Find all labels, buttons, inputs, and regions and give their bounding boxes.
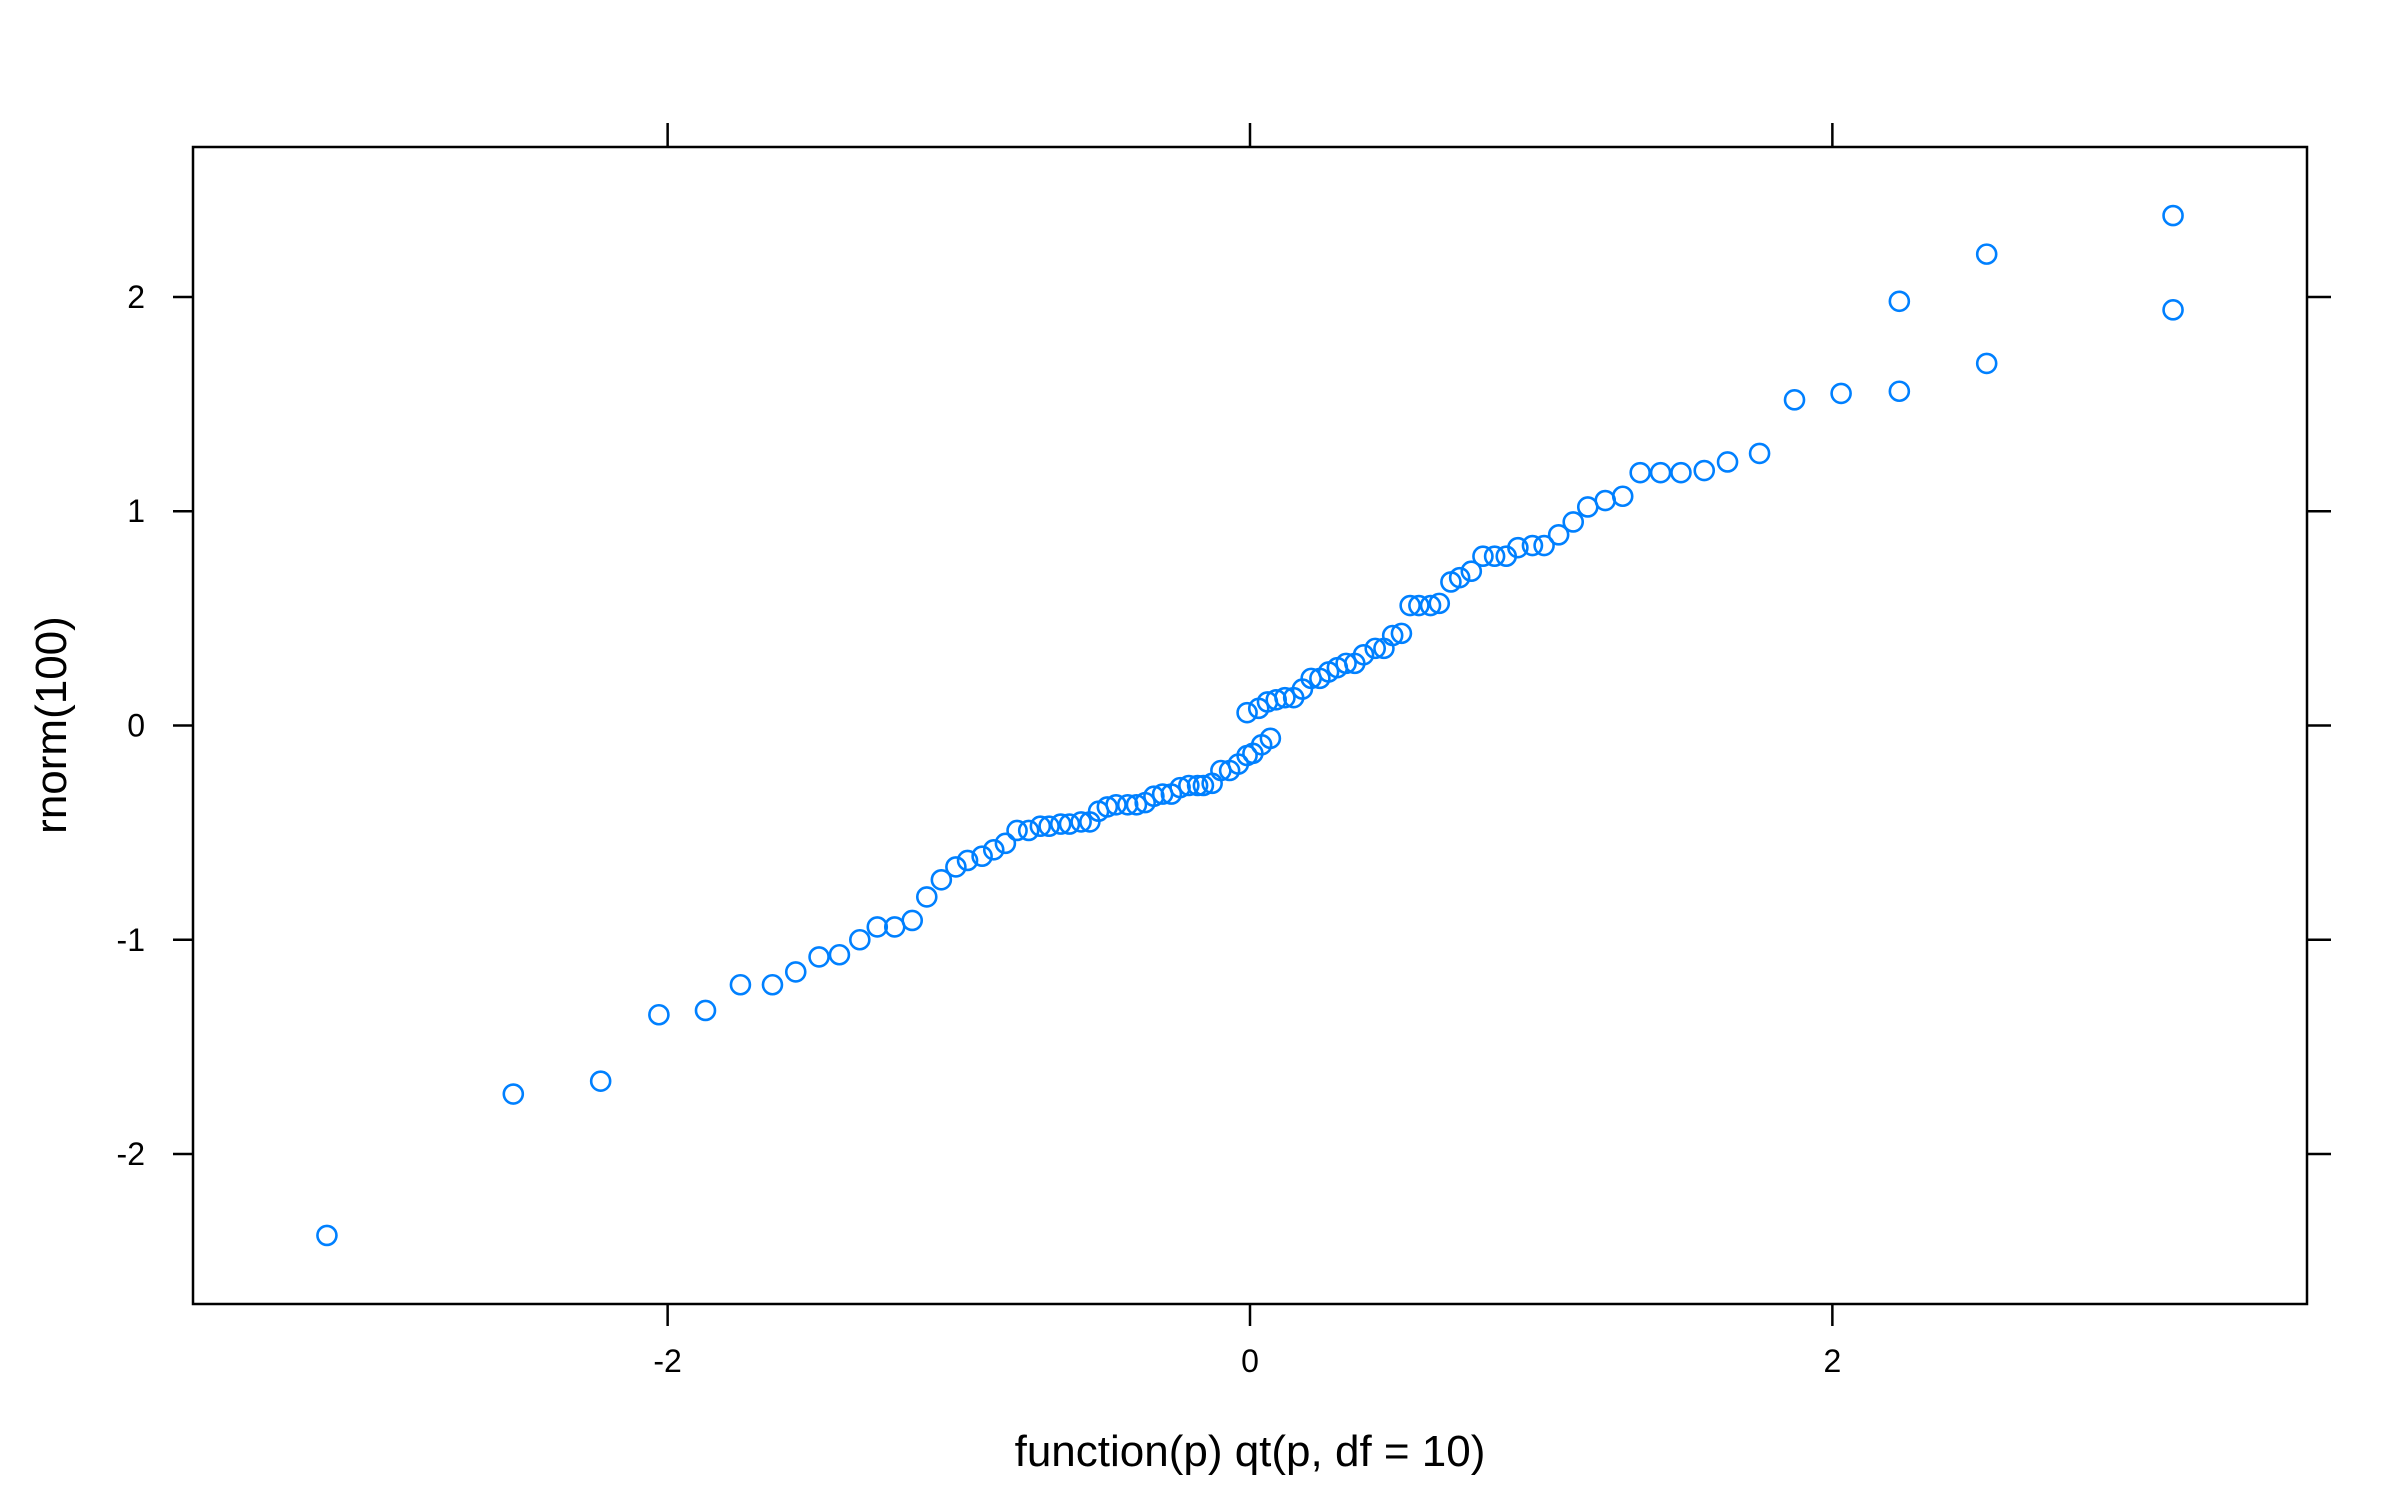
data-point (1830, 382, 1852, 405)
data-point (1006, 819, 1028, 842)
data-point (1748, 442, 1771, 465)
data-point (1594, 489, 1617, 512)
data-point (1562, 511, 1585, 533)
x-axis-title: function(p) qt(p, df = 10) (1015, 1427, 1486, 1476)
data-point (589, 1070, 612, 1092)
data-point (1335, 652, 1357, 675)
y-tick-label: -2 (117, 1136, 145, 1172)
y-axis-title: rnorm(100) (27, 616, 76, 834)
data-point (1533, 534, 1555, 557)
data-point (1105, 793, 1127, 816)
data-point (1274, 686, 1296, 709)
data-point (1649, 461, 1672, 484)
data-point (1390, 622, 1413, 645)
data-point (1428, 592, 1451, 615)
data-points (316, 204, 2184, 1247)
data-point (901, 909, 924, 932)
data-point (1259, 727, 1282, 750)
x-axis: -2 0 2 (653, 123, 1841, 1379)
y-tick-label: 2 (127, 279, 145, 315)
plot-frame (191, 145, 2309, 1306)
data-point (1448, 566, 1471, 589)
data-point (982, 838, 1005, 861)
data-point (971, 845, 993, 867)
y-axis: -2 -1 0 1 2 (117, 279, 2331, 1172)
data-point (1975, 352, 1998, 375)
data-point (1399, 594, 1421, 617)
y-tick-label: 1 (127, 493, 145, 529)
data-point (784, 961, 807, 983)
data-point (502, 1083, 525, 1105)
data-point (2162, 299, 2184, 321)
data-point (1408, 594, 1430, 617)
data-point (694, 999, 717, 1022)
data-point (1521, 534, 1544, 557)
data-point (1419, 594, 1442, 617)
data-point (729, 973, 752, 996)
y-tick-label: 0 (127, 708, 145, 744)
data-point (1460, 560, 1483, 583)
data-point (883, 916, 906, 938)
data-point (945, 856, 967, 878)
data-point (1547, 524, 1570, 546)
data-point (1029, 815, 1052, 838)
data-point (808, 946, 830, 968)
data-point (1058, 813, 1081, 835)
data-point (1783, 389, 1806, 411)
data-point (1178, 774, 1200, 797)
data-point (648, 1003, 670, 1026)
data-point (1352, 643, 1375, 666)
data-point (1888, 290, 1911, 313)
data-point (1017, 819, 1040, 842)
data-point (1070, 811, 1092, 833)
data-point (1670, 461, 1692, 484)
data-point (866, 916, 889, 938)
data-point (1888, 380, 1911, 403)
data-point (1611, 485, 1634, 508)
data-point (1049, 813, 1072, 835)
x-tick-label: 0 (1241, 1343, 1259, 1379)
data-point (930, 868, 953, 891)
data-point (1125, 793, 1148, 816)
y-tick-label: -1 (117, 922, 145, 958)
data-point (1364, 637, 1387, 660)
data-point (1472, 545, 1494, 568)
data-point (828, 943, 851, 966)
data-point (1576, 496, 1599, 518)
data-point (1192, 774, 1215, 797)
data-point (915, 886, 938, 908)
x-tick-label: 2 (1823, 1343, 1841, 1379)
data-point (1507, 536, 1529, 559)
data-point (1693, 459, 1716, 482)
data-point (1975, 243, 1998, 265)
data-point (1038, 815, 1060, 838)
data-point (761, 973, 784, 996)
data-point (994, 832, 1017, 855)
x-tick-label: -2 (653, 1343, 681, 1379)
data-point (849, 928, 871, 951)
data-point (1096, 796, 1119, 818)
data-point (1186, 774, 1209, 797)
data-point (1716, 451, 1739, 473)
data-point (1381, 624, 1404, 647)
data-point (316, 1224, 338, 1247)
data-point (1629, 461, 1651, 484)
data-point (2162, 204, 2184, 227)
data-point (1483, 545, 1506, 568)
data-point (1236, 701, 1258, 724)
data-point (956, 849, 979, 872)
